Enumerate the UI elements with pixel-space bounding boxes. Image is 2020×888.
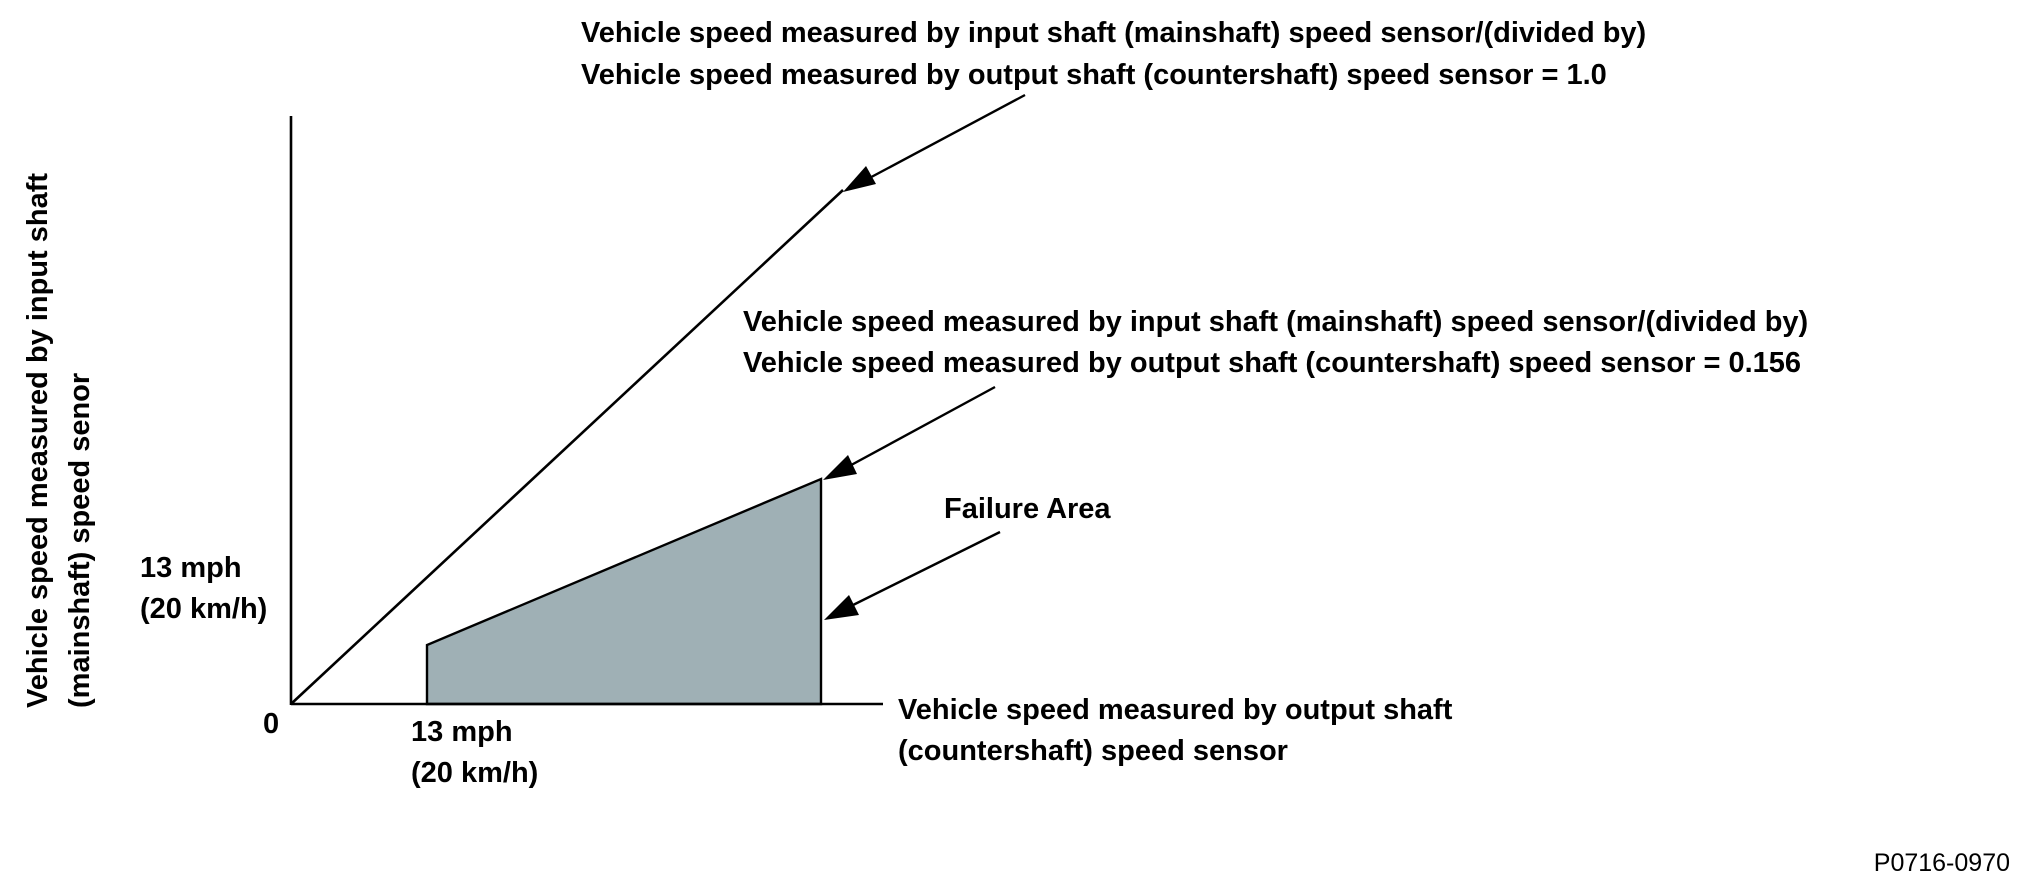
x-axis-label-line-1: Vehicle speed measured by output shaft: [898, 694, 1453, 726]
x-tick-label: 13 mph (20 km/h): [411, 716, 538, 789]
threshold-label-line-2: Vehicle speed measured by output shaft (…: [743, 347, 1801, 379]
ratio-1-label-line-2: Vehicle speed measured by output shaft (…: [581, 59, 1607, 91]
y-axis-label-line-1: Vehicle speed measured by input shaft: [22, 173, 54, 708]
ratio-1-label: Vehicle speed measured by input shaft (m…: [581, 17, 1654, 91]
failure-area-label: Failure Area: [944, 493, 1111, 525]
ratio-1-leader-arrow: [861, 93, 1026, 184]
threshold-label-line-1: Vehicle speed measured by input shaft (m…: [743, 306, 1808, 338]
y-tick-label-kmh: (20 km/h): [140, 593, 267, 625]
failure-area-region: [425, 477, 823, 706]
y-tick-label: 13 mph (20 km/h): [140, 552, 267, 625]
x-tick-label-mph: 13 mph: [411, 716, 513, 748]
threshold-arrowhead: [823, 455, 857, 480]
ratio-1-label-line-1: Vehicle speed measured by input shaft (m…: [581, 17, 1646, 49]
y-axis-label-line-2: (mainshaft) speed senor: [64, 373, 96, 708]
y-tick-label-mph: 13 mph: [140, 552, 242, 584]
failure-area-arrowhead: [824, 595, 859, 620]
origin-label: 0: [263, 708, 279, 740]
failure-area-leader-arrow: [842, 530, 1001, 612]
x-axis-label-line-2: (countershaft) speed sensor: [898, 735, 1288, 767]
ratio-1-line: [290, 189, 844, 705]
threshold-leader-arrow: [841, 385, 996, 472]
ratio-1-arrowhead: [843, 166, 876, 192]
y-axis-label: Vehicle speed measured by input shaft (m…: [22, 165, 96, 708]
figure-code: P0716-0970: [1874, 849, 2010, 877]
threshold-label: Vehicle speed measured by input shaft (m…: [743, 306, 1816, 379]
x-tick-label-kmh: (20 km/h): [411, 757, 538, 789]
x-axis-label: Vehicle speed measured by output shaft (…: [898, 694, 1460, 767]
